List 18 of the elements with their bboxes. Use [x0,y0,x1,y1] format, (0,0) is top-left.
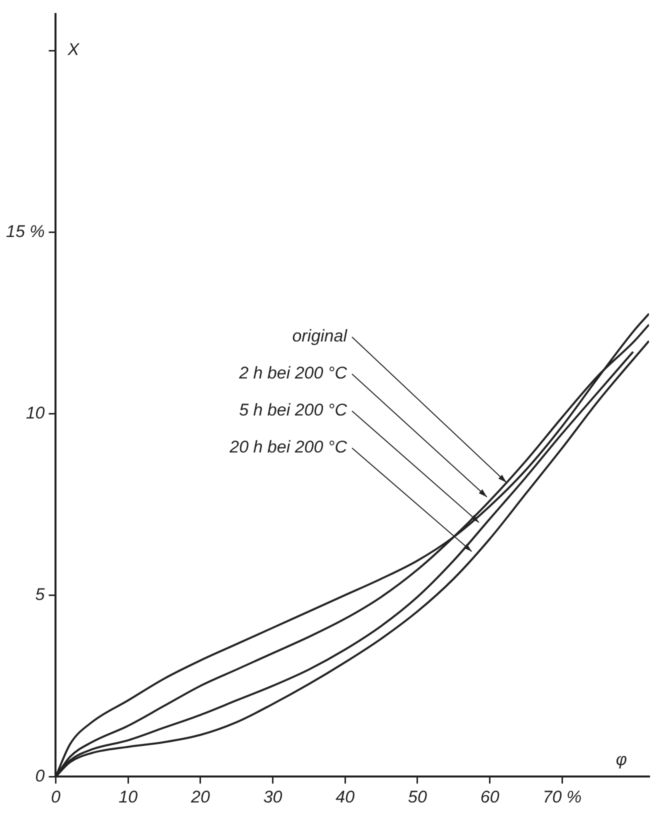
x-tick-label: 50 [408,788,428,807]
y-tick-label: 10 [26,403,46,422]
x-tick-label: 30 [263,788,283,807]
x-tick-label: 40 [336,788,356,807]
annotation: 20 h bei 200 °C [228,438,348,457]
y-tick-label: 0 [35,766,46,786]
annotation: 2 h bei 200 °C [238,364,348,383]
y-tick-label: 5 [35,584,46,604]
x-tick-label: 0 [51,788,62,807]
x-tick-label: 70 % [542,788,582,807]
x-tick-label: 10 [118,788,138,807]
annotation: original [292,326,348,346]
x-axis-title: φ [616,750,627,769]
x-tick-label: 60 [480,788,500,807]
x-tick-label: 20 [190,788,210,807]
annotation: 5 h bei 200 °C [239,400,348,420]
y-tick-label: 15 % [6,222,45,241]
y-axis-title: X [66,40,80,60]
